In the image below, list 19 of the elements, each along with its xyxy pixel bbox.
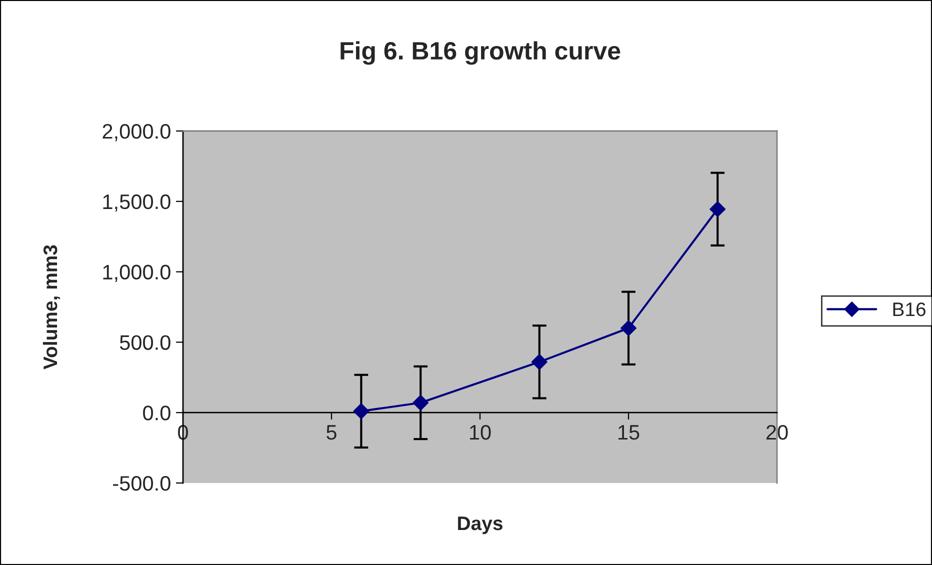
x-tick-label: 10	[470, 424, 491, 440]
y-tick-label: 500.0	[120, 335, 170, 350]
point	[531, 354, 548, 370]
y-tick-label: 0.0	[143, 406, 170, 420]
y-axis-title: Volume, mm3	[42, 245, 60, 370]
point	[412, 394, 429, 411]
x-tick-label: 5	[326, 425, 336, 440]
y-tick-label: 1,500.0	[103, 194, 170, 212]
y-tick-label: 2,000.0	[102, 124, 170, 142]
x-axis-title: Days	[458, 516, 502, 534]
point	[353, 403, 370, 420]
legend-label: B16	[893, 302, 926, 316]
y-tick-label: 1,000.0	[103, 264, 170, 282]
chart-title: Fig 6. B16 growth curve	[340, 41, 620, 65]
y-tick-label: -500.0	[113, 476, 170, 491]
point	[710, 201, 726, 218]
point	[620, 320, 637, 336]
x-tick-label: 20	[766, 424, 788, 440]
x-tick-label: 15	[618, 425, 640, 440]
